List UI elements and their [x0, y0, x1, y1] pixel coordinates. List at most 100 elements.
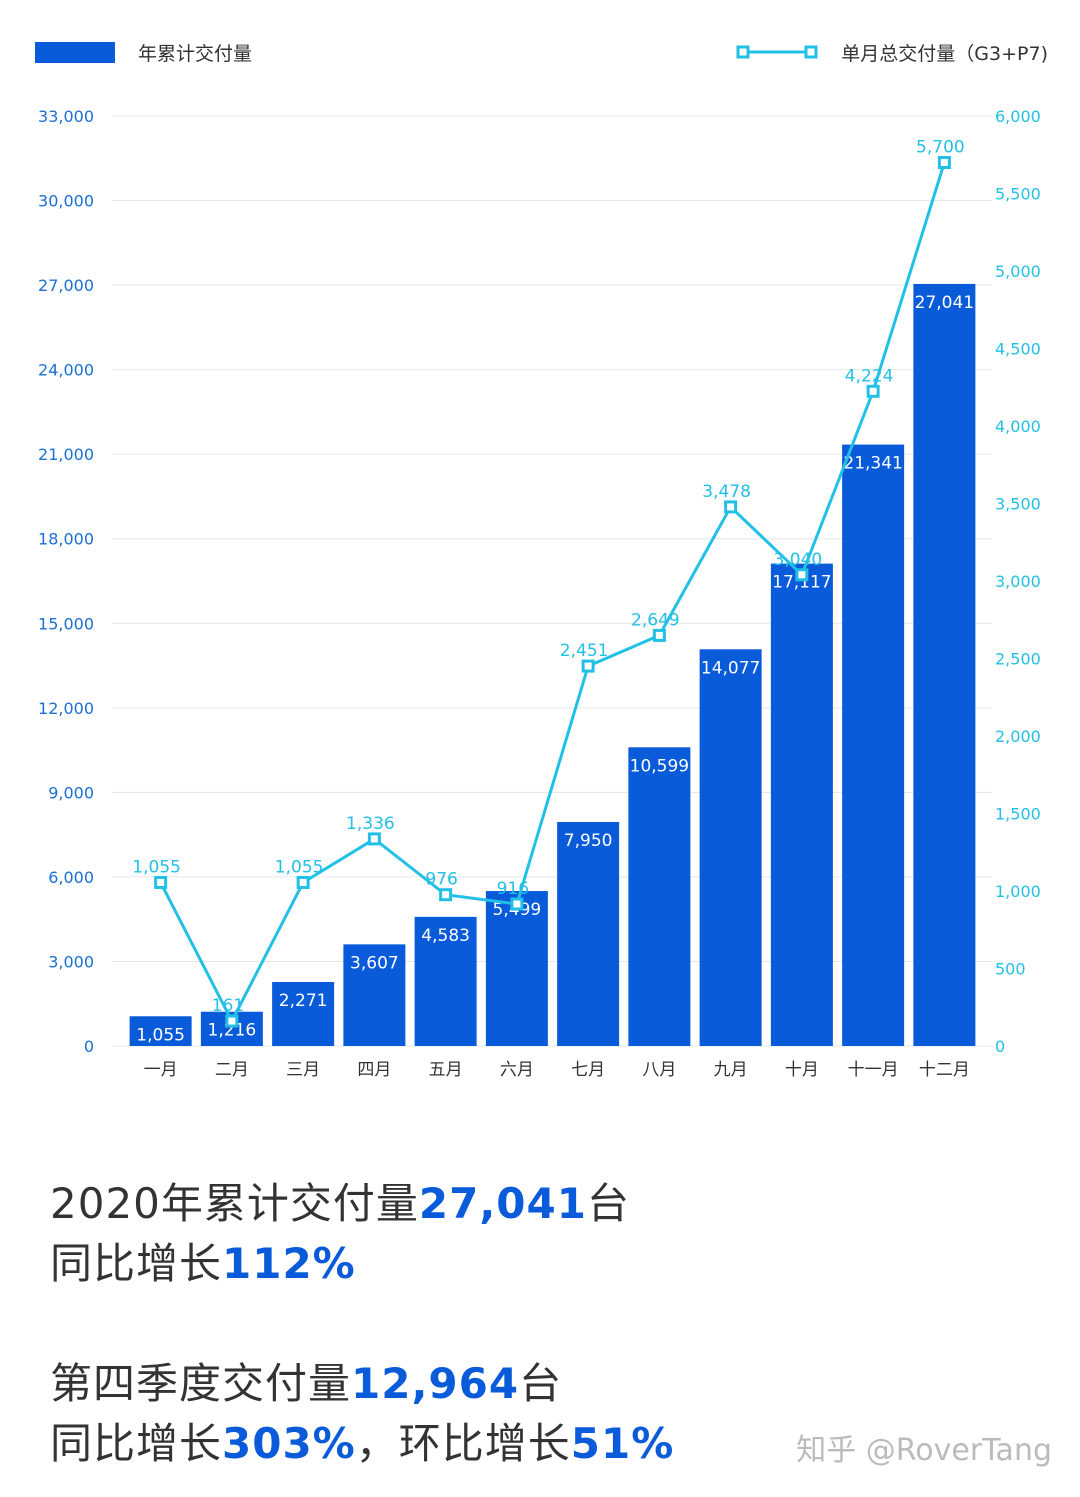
- summary-text: 2020年累计交付量: [50, 1179, 419, 1228]
- right-tick-label: 5,000: [995, 262, 1041, 281]
- bar: [414, 916, 477, 1046]
- line-value-label: 3,040: [774, 550, 823, 570]
- bar-value-label: 1,055: [136, 1025, 185, 1045]
- left-tick-label: 0: [84, 1037, 94, 1056]
- bar: [770, 563, 833, 1046]
- line-value-label: 161: [212, 996, 244, 1016]
- line-series: [159, 162, 946, 1025]
- line-value-label: 916: [497, 879, 529, 899]
- bar: [699, 649, 762, 1046]
- summary-line: 第四季度交付量12,964台: [50, 1350, 562, 1411]
- line-point: [154, 875, 168, 889]
- line-point: [937, 156, 951, 169]
- summary-highlight: 51%: [570, 1419, 675, 1468]
- right-tick-label: 500: [995, 960, 1026, 979]
- right-tick-label: 1,000: [995, 882, 1041, 901]
- x-tick-label: 七月: [571, 1060, 605, 1080]
- bar-value-label: 4,583: [421, 926, 470, 946]
- line-value-label: 3,478: [702, 482, 751, 502]
- line-point: [866, 384, 880, 398]
- line-value-label: 1,055: [275, 857, 324, 877]
- left-tick-label: 3,000: [48, 952, 94, 971]
- right-tick-label: 1,500: [995, 805, 1041, 824]
- bar: [557, 821, 620, 1046]
- x-tick-label: 三月: [286, 1060, 320, 1080]
- left-tick-label: 12,000: [38, 699, 94, 718]
- line-value-label: 5,700: [916, 138, 965, 158]
- summary-highlight: 112%: [222, 1239, 356, 1288]
- bar: [913, 283, 976, 1047]
- bar: [129, 1016, 192, 1046]
- bar-value-label: 3,607: [350, 953, 399, 973]
- legend-bar-swatch: [35, 42, 115, 63]
- summary-text: 台: [586, 1179, 630, 1228]
- bar-value-label: 21,341: [843, 454, 902, 474]
- line-value-label: 1,336: [346, 814, 395, 834]
- x-tick-label: 二月: [215, 1060, 249, 1080]
- left-tick-label: 15,000: [38, 614, 94, 633]
- line-point: [652, 628, 666, 642]
- legend-line-label: 单月总交付量（G3+P7): [841, 43, 1048, 65]
- summary-highlight: 12,964: [351, 1359, 520, 1408]
- left-tick-label: 24,000: [38, 361, 94, 380]
- watermark: 知乎 @RoverTang: [796, 1433, 1052, 1468]
- summary-highlight: 303%: [222, 1419, 356, 1468]
- line-point: [225, 1014, 239, 1028]
- summary-text: 第四季度交付量: [50, 1359, 352, 1408]
- legend-bar-label: 年累计交付量: [138, 43, 252, 65]
- x-tick-label: 九月: [714, 1060, 748, 1080]
- x-tick-label: 五月: [429, 1060, 463, 1080]
- legend-line-marker: [736, 45, 750, 59]
- right-tick-label: 3,500: [995, 495, 1041, 514]
- left-tick-label: 27,000: [38, 276, 94, 295]
- summary-highlight: 27,041: [418, 1179, 587, 1228]
- bar: [842, 444, 905, 1047]
- x-tick-label: 八月: [642, 1060, 676, 1080]
- x-tick-label: 六月: [500, 1060, 534, 1080]
- left-tick-label: 6,000: [48, 868, 94, 887]
- x-tick-label: 一月: [144, 1060, 178, 1080]
- summary-text: 同比增长: [50, 1419, 223, 1468]
- bar: [272, 981, 335, 1046]
- right-tick-label: 4,500: [995, 340, 1041, 359]
- x-tick-label: 十月: [785, 1060, 819, 1080]
- line-value-label: 976: [425, 870, 457, 890]
- right-tick-label: 5,500: [995, 185, 1041, 204]
- line-point: [581, 659, 595, 673]
- x-tick-label: 四月: [357, 1060, 391, 1080]
- bar-value-label: 10,599: [630, 756, 689, 776]
- summary-line: 2020年累计交付量27,041台: [50, 1170, 630, 1231]
- summary-text: ，环比增长: [355, 1419, 571, 1468]
- left-tick-label: 33,000: [38, 107, 94, 126]
- right-tick-label: 0: [995, 1037, 1005, 1056]
- delivery-chart: 0 3,000 6,000 9,000 12,000 15,000 18,000 21,000…: [35, 42, 1048, 1080]
- line-point: [795, 568, 809, 582]
- bar: [485, 891, 548, 1046]
- bar-value-label: 2,271: [279, 991, 328, 1011]
- line-value-label: 2,451: [560, 641, 609, 661]
- summary-text: 同比增长: [50, 1239, 223, 1288]
- line-point: [439, 888, 453, 902]
- x-tick-label: 十一月: [848, 1060, 899, 1080]
- left-tick-label: 18,000: [38, 530, 94, 549]
- bar-value-label: 17,117: [772, 573, 831, 593]
- right-tick-label: 2,000: [995, 727, 1041, 746]
- right-tick-label: 6,000: [995, 107, 1041, 126]
- left-tick-label: 30,000: [38, 192, 94, 211]
- line-point: [510, 897, 524, 911]
- bar: [343, 944, 406, 1046]
- bar-value-label: 14,077: [701, 658, 760, 678]
- summary-text: 台: [519, 1359, 563, 1408]
- right-tick-label: 4,000: [995, 417, 1041, 436]
- line-value-label: 1,055: [132, 857, 181, 877]
- left-tick-label: 21,000: [38, 445, 94, 464]
- right-tick-label: 2,500: [995, 650, 1041, 669]
- line-value-label: 2,649: [631, 610, 680, 630]
- left-tick-label: 9,000: [48, 783, 94, 802]
- x-tick-label: 十二月: [919, 1060, 970, 1080]
- bar-value-label: 7,950: [564, 831, 613, 851]
- summary-line: 同比增长303%，环比增长51%: [50, 1410, 674, 1471]
- right-tick-label: 3,000: [995, 572, 1041, 591]
- summary-line: 同比增长112%: [50, 1230, 356, 1291]
